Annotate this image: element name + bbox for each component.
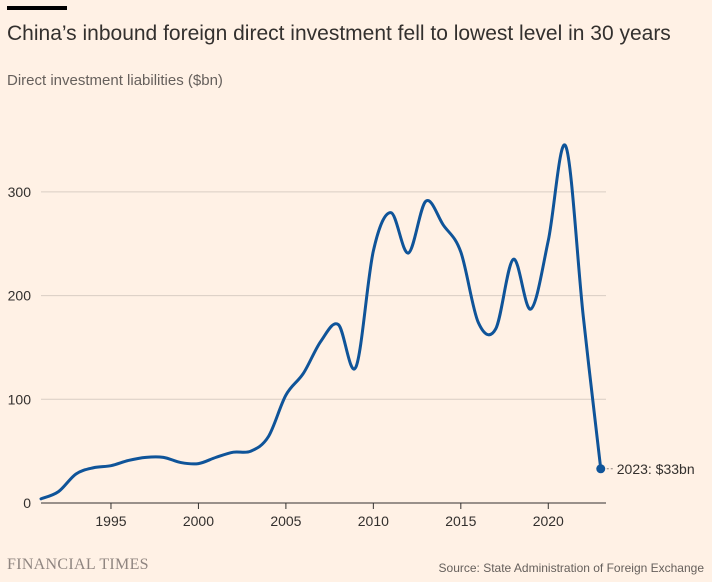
chart-subtitle: Direct investment liabilities ($bn): [7, 72, 223, 89]
footer-brand: FINANCIAL TIMES: [7, 556, 149, 573]
axis-layer: 0 100 200 300 1995 2000 2005 2010 2015 2020: [8, 184, 564, 529]
x-tick-label: 2000: [183, 513, 214, 529]
x-tick-label: 2005: [270, 513, 301, 529]
y-tick-label: 100: [8, 391, 32, 407]
y-tick-label: 300: [8, 184, 32, 200]
ft-top-bar: [7, 6, 67, 10]
chart-title: China’s inbound foreign direct investmen…: [7, 22, 671, 45]
annotation-marker: [596, 464, 606, 474]
annotation-layer: 2023: $33bn: [596, 461, 695, 477]
y-tick-label: 200: [8, 288, 32, 304]
x-tick-label: 2010: [358, 513, 389, 529]
x-tick-label: 1995: [95, 513, 126, 529]
series-line: [39, 143, 603, 501]
series-layer: [39, 143, 603, 501]
footer-source: Source: State Administration of Foreign …: [438, 561, 704, 575]
annotation-label: 2023: $33bn: [617, 461, 695, 477]
x-tick-label: 2015: [445, 513, 476, 529]
x-tick-label: 2020: [533, 513, 564, 529]
y-tick-label: 0: [23, 495, 31, 511]
grid-layer: [41, 191, 606, 504]
